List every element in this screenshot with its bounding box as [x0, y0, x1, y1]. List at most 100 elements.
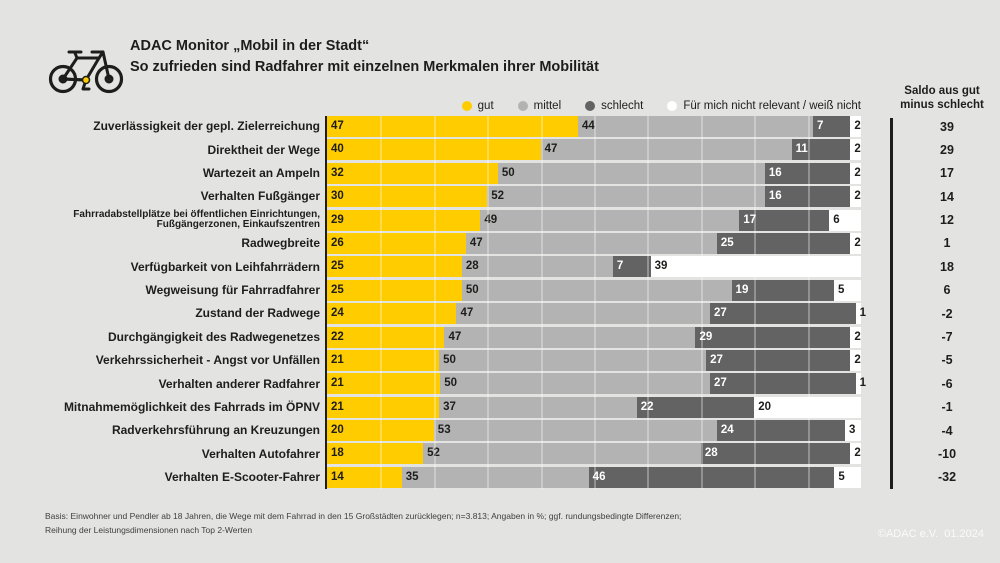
saldo-value: -32	[937, 470, 957, 485]
chart-row: Direktheit der Wege 40 47 11 2 29	[45, 139, 1000, 161]
row-bars: 21 50 27 2	[327, 349, 862, 371]
saldo-header-line1: Saldo aus gut	[904, 85, 980, 97]
source-note-line1: Basis: Einwohner und Pendler ab 18 Jahre…	[45, 511, 682, 521]
bar-segment-neutral: 5	[834, 466, 862, 488]
bar-segment-schlecht: 25	[716, 232, 851, 254]
legend-dot-mittel	[517, 101, 528, 111]
bar-segment-neutral: 1	[855, 373, 867, 395]
bar-segment-gut: 30	[327, 186, 488, 208]
stacked-bar-chart: Zuverlässigkeit der gepl. Zielerreichung…	[45, 116, 1000, 488]
saldo-divider-line	[890, 118, 893, 489]
bar-segment-mittel: 47	[540, 139, 792, 161]
segment-value: 47	[448, 330, 462, 343]
segment-value: 27	[713, 377, 727, 390]
bar-segment-mittel: 50	[440, 373, 710, 395]
segment-value: 39	[654, 260, 668, 273]
saldo-value: 14	[940, 189, 954, 204]
bar-segment-mittel: 37	[439, 396, 637, 418]
segment-value: 29	[331, 213, 344, 226]
row-label: Mitnahmemöglichkeit des Fahrrads im ÖPNV	[63, 399, 320, 414]
row-bars: 30 52 16 2	[327, 186, 862, 208]
chart-row: Durchgängigkeit des Radwegenetzes 22 47 29 2…	[45, 326, 1000, 348]
segment-value: 46	[592, 470, 606, 483]
copyright: ©ADAC e.V. 01.2024	[877, 528, 984, 540]
bar-segment-mittel: 53	[433, 420, 717, 442]
row-bars: 22 47 29 2	[327, 326, 862, 348]
legend-item-mittel: mittel	[517, 100, 561, 112]
segment-value: 50	[444, 377, 458, 390]
chart-row: Wartezeit an Ampeln 32 50 16 2 17	[45, 162, 1000, 184]
segment-value: 32	[331, 166, 344, 179]
bar-segment-mittel: 47	[444, 326, 696, 348]
saldo-value: -10	[937, 446, 957, 461]
bar-segment-neutral: 3	[844, 420, 861, 442]
bar-segment-schlecht: 27	[706, 349, 851, 371]
row-label: Zuverlässigkeit der gepl. Zielerreichung	[93, 119, 320, 134]
segment-value: 7	[616, 260, 624, 273]
chart-row: Wegweisung für Fahrradfahrer 25 50 19 5 6	[45, 279, 1000, 301]
bar-segment-schlecht: 27	[709, 373, 856, 395]
segment-value: 25	[331, 283, 344, 296]
saldo-value: -6	[941, 376, 953, 391]
bar-segment-mittel: 52	[487, 186, 765, 208]
segment-value: 37	[443, 400, 456, 413]
row-label: Verfügbarkeit von Leihfahrrädern	[130, 259, 320, 274]
row-bars: 18 52 28 2	[327, 443, 862, 465]
bar-segment-gut: 25	[327, 279, 462, 301]
saldo-header-line2: minus schlecht	[900, 99, 984, 112]
segment-value: 7	[816, 120, 824, 132]
bar-segment-neutral: 2	[850, 116, 861, 137]
bar-segment-schlecht: 24	[716, 420, 845, 442]
saldo-value: 29	[940, 142, 954, 157]
row-label: Verhalten Autofahrer	[201, 446, 320, 461]
saldo-value: 39	[940, 119, 954, 134]
saldo-column-header: Saldo aus gut minus schlecht	[884, 84, 1000, 113]
bar-segment-gut: 21	[327, 349, 440, 371]
saldo-value: -7	[941, 330, 953, 345]
segment-value: 1	[859, 377, 867, 390]
segment-value: 2	[854, 166, 861, 179]
segment-value: 27	[713, 307, 727, 320]
segment-value: 50	[501, 166, 515, 179]
segment-value: 18	[331, 447, 344, 460]
bar-segment-gut: 25	[327, 256, 462, 278]
row-bars: 47 44 7 2	[327, 116, 861, 137]
segment-value: 50	[465, 283, 479, 296]
bar-segment-gut: 21	[327, 396, 440, 418]
legend-label-gut: gut	[477, 100, 494, 112]
segment-value: 5	[838, 283, 845, 296]
legend-label-neutral: Für mich nicht relevant / weiß nicht	[683, 100, 861, 112]
bar-segment-gut: 24	[327, 303, 457, 325]
bar-segment-neutral: 2	[850, 349, 862, 371]
row-bars: 25 28 7 39	[327, 256, 861, 278]
segment-value: 19	[735, 283, 749, 296]
chart-row: Verfügbarkeit von Leihfahrrädern 25 28 7 39 1…	[45, 256, 1000, 278]
row-label: Verhalten E-Scooter-Fahrer	[164, 470, 320, 485]
chart-row: Verhalten Autofahrer 18 52 28 2 -10	[45, 443, 1000, 465]
row-label: Wegweisung für Fahrradfahrer	[145, 282, 320, 297]
segment-value: 1	[859, 307, 867, 320]
segment-value: 21	[331, 353, 344, 366]
bar-segment-neutral: 2	[850, 162, 861, 184]
bar-segment-mittel: 50	[497, 162, 765, 184]
bar-segment-schlecht: 16	[764, 186, 851, 208]
segment-value: 2	[854, 353, 861, 366]
bar-segment-schlecht: 27	[709, 303, 856, 325]
legend-dot-gut	[461, 101, 472, 111]
page-subtitle: So zufrieden sind Radfahrer mit einzelne…	[130, 59, 599, 75]
bicycle-icon	[48, 50, 124, 94]
bar-segment-gut: 32	[327, 162, 498, 184]
bar-segment-gut: 18	[327, 443, 424, 465]
legend-dot-schlecht	[585, 101, 596, 111]
saldo-value: 6	[943, 283, 951, 298]
segment-value: 30	[331, 190, 344, 203]
segment-value: 2	[854, 143, 861, 156]
segment-value: 50	[443, 353, 456, 366]
row-bars: 26 47 25 2	[327, 232, 862, 254]
row-bars: 32 50 16 2	[327, 162, 861, 184]
segment-value: 20	[331, 424, 344, 437]
bar-segment-gut: 26	[327, 232, 466, 254]
bar-segment-neutral: 2	[850, 326, 862, 348]
segment-value: 35	[405, 470, 419, 483]
legend: gut mittel schlecht Für mich nicht relevant…	[327, 97, 861, 115]
